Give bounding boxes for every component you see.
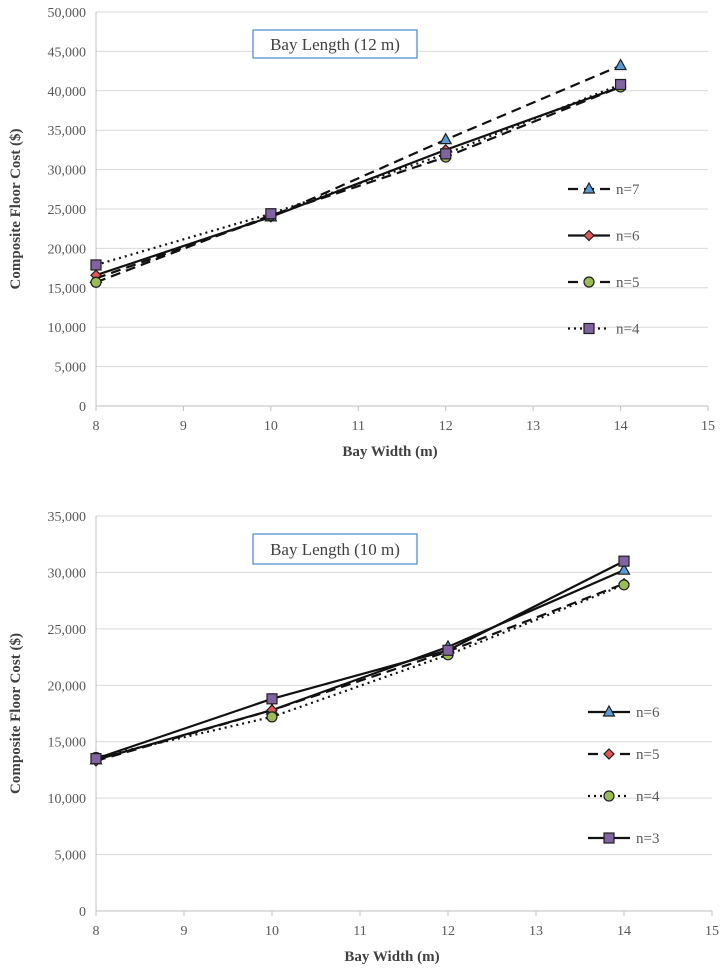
annotation-box	[252, 533, 418, 565]
series-line	[95, 560, 625, 760]
series-line	[95, 85, 621, 284]
legend-entry: n=3	[588, 831, 659, 847]
data-point	[90, 753, 102, 765]
data-point	[614, 78, 627, 91]
series-line	[95, 569, 625, 761]
legend-entry: n=6	[568, 229, 640, 245]
legend-label: n=4	[616, 322, 640, 338]
data-point	[614, 58, 628, 71]
x-tick-label: 11	[352, 419, 365, 434]
series-n=5	[90, 81, 627, 288]
x-tick-label: 14	[614, 419, 628, 434]
series-n=7	[89, 58, 628, 283]
y-axis-title: Composite Floor Cost ($)	[8, 129, 24, 290]
x-tick-label: 8	[93, 924, 100, 939]
y-tick-label: 35,000	[48, 124, 87, 139]
y-tick-label: 40,000	[48, 85, 87, 100]
legend-label: n=4	[636, 789, 660, 805]
x-tick-label: 10	[264, 419, 278, 434]
series-line	[95, 583, 625, 759]
legend-marker	[583, 229, 595, 242]
series-n=6	[90, 81, 627, 282]
x-tick-label: 11	[353, 924, 366, 939]
data-point	[265, 208, 277, 220]
x-tick-label: 9	[181, 924, 188, 939]
legend-label: n=6	[616, 229, 640, 245]
annotation-box	[252, 29, 418, 59]
data-point	[90, 259, 102, 271]
legend-marker	[603, 748, 615, 760]
x-axis-title: Bay Width (m)	[344, 949, 439, 965]
legend-entry: n=4	[568, 322, 640, 338]
annotation-text: Bay Length (12 m)	[270, 35, 400, 54]
legend-marker	[603, 832, 615, 844]
y-tick-label: 35,000	[48, 510, 87, 525]
data-point	[617, 562, 631, 575]
x-tick-label: 12	[439, 419, 453, 434]
series-line	[95, 64, 622, 280]
legend-marker	[583, 276, 595, 288]
y-tick-label: 15,000	[48, 282, 87, 297]
x-tick-label: 10	[265, 924, 279, 939]
x-tick-label: 15	[705, 924, 719, 939]
legend-label: n=5	[616, 275, 639, 291]
y-tick-label: 50,000	[48, 6, 87, 21]
legend-entry: n=6	[588, 704, 660, 721]
chart-1: 0 5,000 10,000 15,000 20,000 25,000 30,000 35,0…	[8, 6, 715, 460]
data-point	[442, 644, 454, 656]
y-axis-title: Composite Floor Cost ($)	[8, 633, 24, 794]
y-tick-label: 30,000	[48, 164, 87, 179]
series-n=4	[90, 78, 627, 271]
x-tick-label: 8	[93, 419, 100, 434]
y-tick-label: 30,000	[48, 566, 87, 581]
y-tick-label: 45,000	[48, 45, 87, 60]
x-tick-label: 14	[617, 924, 631, 939]
legend-entry: n=5	[568, 275, 639, 291]
y-tick-label: 10,000	[48, 321, 87, 336]
series-line	[95, 85, 621, 277]
y-tick-label: 20,000	[48, 242, 87, 257]
series-line	[95, 582, 625, 762]
series-line	[95, 83, 621, 267]
series-n=4	[90, 579, 630, 764]
data-point	[618, 579, 630, 591]
legend-label: n=3	[636, 831, 659, 847]
data-point	[90, 276, 102, 288]
data-point	[439, 132, 453, 145]
y-tick-label: 0	[79, 905, 86, 920]
data-point	[266, 693, 278, 705]
y-tick-label: 20,000	[48, 679, 87, 694]
legend-label: n=5	[636, 747, 659, 763]
legend-marker	[582, 181, 596, 194]
data-point	[266, 711, 278, 723]
x-tick-label: 13	[529, 924, 543, 939]
legend-label: n=7	[616, 182, 640, 198]
data-point	[618, 555, 630, 567]
y-tick-label: 15,000	[48, 736, 87, 751]
legend-label: n=6	[636, 705, 660, 721]
legend-marker	[583, 322, 595, 335]
series-n=3	[90, 555, 630, 765]
y-tick-label: 25,000	[48, 623, 87, 638]
annotation-text: Bay Length (10 m)	[270, 540, 400, 559]
legend-marker	[603, 790, 615, 802]
x-tick-label: 9	[180, 419, 187, 434]
y-tick-label: 5,000	[55, 361, 87, 376]
y-tick-label: 10,000	[48, 792, 87, 807]
x-tick-label: 12	[441, 924, 455, 939]
legend-entry: n=4	[588, 789, 660, 805]
x-tick-label: 15	[701, 419, 715, 434]
legend-entry: n=7	[568, 181, 640, 198]
legend-marker	[602, 704, 616, 717]
y-tick-label: 25,000	[48, 203, 87, 218]
x-axis-title: Bay Width (m)	[342, 444, 437, 460]
legend-entry: n=5	[588, 747, 659, 763]
data-point	[440, 148, 452, 160]
x-tick-label: 13	[526, 419, 540, 434]
y-tick-label: 5,000	[55, 849, 87, 864]
chart-2: 0 5,000 10,000 15,000 20,000 25,000 30,000 35,0…	[8, 510, 719, 965]
y-tick-label: 0	[79, 400, 86, 415]
